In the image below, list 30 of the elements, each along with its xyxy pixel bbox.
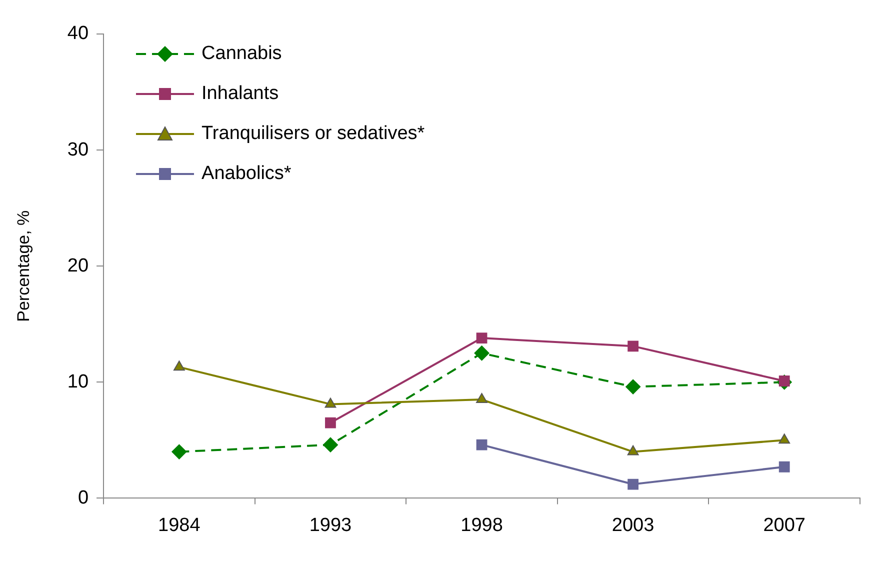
point	[324, 398, 336, 408]
point	[474, 346, 490, 361]
point	[476, 332, 488, 344]
point	[476, 393, 488, 404]
x-tick-label: 1993	[309, 514, 352, 536]
point	[626, 379, 641, 394]
legend-label: Tranquilisers or sedatives*	[202, 123, 425, 145]
point	[322, 437, 338, 452]
point	[173, 360, 185, 371]
y-tick-label: 40	[67, 23, 89, 44]
y-tick-label: 10	[67, 371, 89, 392]
x-tick-label: 2007	[763, 514, 806, 536]
point	[172, 444, 187, 460]
x-tick-label: 2003	[612, 514, 654, 536]
y-tick-label: 0	[78, 487, 89, 508]
legend-label: Inhalants	[202, 83, 279, 105]
point	[628, 478, 639, 490]
point	[778, 461, 790, 472]
y-tick-label: 30	[67, 139, 89, 160]
point	[627, 445, 639, 456]
point	[778, 434, 790, 444]
y-tick-label: 20	[67, 255, 89, 276]
legend-label: Cannabis	[202, 43, 282, 65]
point	[325, 417, 336, 428]
point	[628, 340, 639, 352]
x-tick-label: 1984	[158, 514, 201, 536]
legend-label: Anabolics*	[202, 163, 292, 185]
point	[476, 439, 488, 450]
y-axis-title: Percentage, %	[14, 210, 33, 322]
x-tick-label: 1998	[460, 514, 503, 536]
